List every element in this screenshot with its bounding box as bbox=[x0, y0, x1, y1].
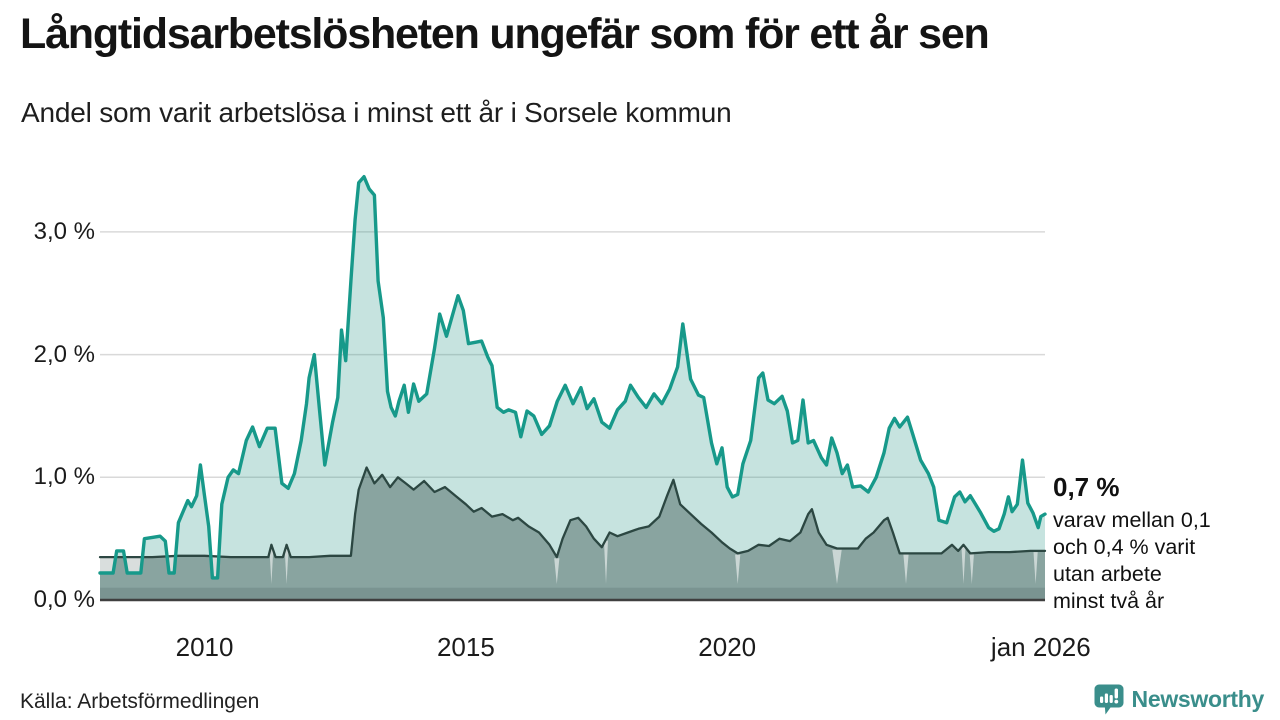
x-tick-label: 2010 bbox=[175, 632, 234, 662]
chart-subtitle: Andel som varit arbetslösa i minst ett å… bbox=[21, 97, 732, 128]
newsworthy-wordmark: Newsworthy bbox=[1131, 686, 1265, 712]
x-tick-label: 2015 bbox=[436, 632, 495, 662]
censored-gap-wedge bbox=[554, 558, 560, 584]
y-tick-label: 0,0 % bbox=[33, 586, 95, 613]
censored-range-band bbox=[100, 557, 115, 573]
newsworthy-logo: Newsworthy bbox=[1093, 683, 1264, 716]
newsworthy-icon bbox=[1094, 684, 1124, 715]
y-tick-label: 3,0 % bbox=[33, 217, 95, 245]
area-one-year bbox=[100, 176, 1045, 600]
latest-value-annotation: 0,7 % varav mellan 0,1 och 0,4 % varit u… bbox=[1053, 474, 1268, 615]
area-two-years bbox=[100, 467, 1045, 600]
censored-gap-wedge bbox=[969, 554, 974, 584]
source-note: Källa: Arbetsförmedlingen bbox=[20, 690, 260, 713]
censored-gap-wedge bbox=[735, 554, 741, 584]
annotation-line-3: utan arbete bbox=[1053, 562, 1162, 586]
annotation-line-2: och 0,4 % varit bbox=[1053, 535, 1196, 559]
annotation-line-4: minst två år bbox=[1053, 589, 1165, 613]
line-one-year bbox=[98, 174, 1047, 580]
minimum-band bbox=[100, 587, 1045, 600]
y-tick-label: 1,0 % bbox=[33, 463, 95, 491]
censored-gap-wedge bbox=[1033, 552, 1038, 584]
latest-value-label: 0,7 % bbox=[1053, 472, 1120, 502]
censored-gap-wedge bbox=[603, 540, 608, 584]
censored-gap-wedge bbox=[903, 554, 909, 584]
censored-gap-wedge bbox=[961, 546, 966, 584]
censored-gap-wedge bbox=[832, 549, 842, 584]
chart-title: Långtidsarbetslösheten ungefär som för e… bbox=[20, 10, 990, 58]
x-tick-label: jan 2026 bbox=[990, 632, 1091, 662]
line-two-years bbox=[98, 466, 1047, 559]
x-tick-label: 2020 bbox=[698, 632, 757, 662]
annotation-line-1: varav mellan 0,1 bbox=[1053, 508, 1211, 532]
censored-gap-wedge bbox=[269, 546, 274, 584]
censored-gap-wedge bbox=[284, 546, 289, 584]
censored-range-band bbox=[125, 557, 142, 573]
y-tick-label: 2,0 % bbox=[33, 340, 95, 368]
